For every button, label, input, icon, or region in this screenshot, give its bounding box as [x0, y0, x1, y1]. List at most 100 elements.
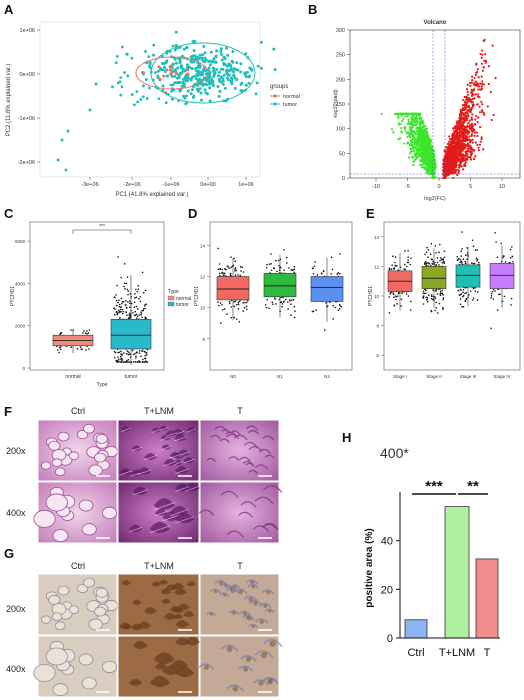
stage-point — [441, 259, 443, 261]
volcano-point-up — [470, 81, 474, 84]
stage-point — [471, 239, 474, 242]
n-stage-point — [230, 256, 232, 258]
n-stage-point — [291, 299, 293, 302]
volcano-point-down — [426, 148, 429, 151]
stage-point — [430, 242, 433, 245]
ihc-gland — [52, 683, 69, 696]
volcano-point-up — [444, 168, 447, 171]
n-stage-point — [283, 269, 285, 271]
he-col-label-ctrl: Ctrl — [71, 406, 85, 416]
stage-point — [500, 242, 503, 245]
type-point-tumor — [119, 308, 122, 311]
pca-point-tumor — [209, 63, 213, 67]
pca-point-tumor — [215, 68, 219, 72]
volcano-point-up — [470, 107, 473, 110]
pca-point-tumor — [239, 70, 243, 74]
stage-point — [423, 263, 426, 265]
pca-point-tumor — [173, 74, 177, 78]
stage-point — [459, 261, 461, 264]
pca-x-tick-label: -1e+06 — [162, 182, 179, 188]
stage-point — [511, 246, 513, 248]
ihc-stained-spot — [232, 685, 239, 692]
n-stage-point — [234, 270, 236, 272]
type-point-tumor — [117, 309, 120, 312]
volcano-point-up — [482, 66, 485, 69]
volcano-point-up — [465, 139, 468, 142]
n-stage-point — [271, 301, 274, 304]
type-point-tumor — [129, 317, 131, 319]
volcano-point-down — [416, 140, 420, 143]
volcano-point-down — [421, 151, 425, 154]
panel-letter-h: H — [342, 430, 352, 445]
n-stage-point — [312, 310, 315, 313]
volcano-point-down — [390, 128, 394, 131]
volcano-point-up — [462, 168, 465, 171]
volcano-point-down — [418, 122, 422, 125]
pca-point-tumor — [212, 66, 216, 70]
volcano-point-down — [429, 140, 432, 144]
ihc-epithelium — [210, 588, 222, 594]
stage-point — [427, 249, 430, 251]
volcano-point-down — [414, 112, 418, 115]
volcano-point-up — [471, 130, 474, 133]
volcano-point-up — [456, 174, 459, 177]
he-tumor-nest — [128, 524, 143, 532]
n-stage-point — [242, 302, 245, 304]
pca-point-tumor — [255, 81, 259, 85]
he-col-label-t: T — [237, 406, 243, 416]
volcano-point-down — [424, 153, 427, 156]
ihc-stained-region — [186, 581, 197, 587]
stage-point — [432, 263, 434, 265]
stage-point — [407, 295, 410, 297]
volcano-point-down — [400, 126, 403, 130]
n-stage-point — [228, 300, 231, 303]
type-x-axis-label: Type — [97, 382, 108, 388]
he-tumor-strand — [226, 433, 240, 440]
type-point-tumor — [114, 296, 116, 299]
volcano-point-down — [414, 121, 417, 124]
volcano-point-up — [463, 100, 467, 104]
type-point-tumor — [133, 306, 136, 309]
type-point-tumor — [138, 352, 141, 355]
type-point-tumor — [141, 271, 144, 274]
stage-point — [469, 290, 472, 293]
type-point-tumor — [125, 282, 128, 285]
n-stage-point — [238, 300, 241, 303]
volcano-point-down — [425, 141, 428, 145]
stage-point — [390, 268, 393, 271]
stage-point — [472, 245, 475, 248]
n-stage-point — [287, 308, 289, 310]
stage-point — [441, 292, 443, 295]
n-stage-point — [337, 309, 340, 311]
pca-point-tumor — [185, 46, 188, 50]
ihc-stained-region — [170, 659, 189, 670]
volcano-point-up — [468, 119, 471, 122]
type-point-tumor — [137, 308, 139, 310]
he-row-label-200x: 200x — [6, 446, 26, 456]
stage-point — [457, 289, 460, 292]
volcano-point-up — [468, 108, 471, 111]
pca-point-tumor — [244, 83, 248, 87]
he-tumor-strand — [219, 438, 230, 443]
pca-point-tumor — [188, 65, 192, 69]
volcano-point-up — [484, 53, 487, 56]
stage-point — [389, 293, 392, 295]
n-stage-point — [218, 263, 221, 265]
type-point-tumor — [121, 308, 124, 311]
stage-point — [473, 262, 476, 265]
stage-point — [436, 293, 439, 295]
ihc-stained-region — [183, 611, 195, 618]
pca-point-tumor — [232, 73, 236, 77]
n-stage-point — [293, 271, 296, 274]
type-point-tumor — [139, 300, 142, 303]
volcano-point-down — [400, 112, 403, 115]
volcano-point-down — [417, 153, 420, 156]
n-stage-point — [289, 300, 291, 302]
volcano-point-down — [419, 144, 422, 147]
type-point-normal — [58, 346, 61, 349]
type-point-tumor — [127, 290, 130, 292]
he-tumor-strand — [259, 448, 272, 455]
volcano-point-down — [415, 129, 419, 133]
he-tumor-strand — [242, 460, 254, 466]
stage-point — [426, 246, 428, 249]
